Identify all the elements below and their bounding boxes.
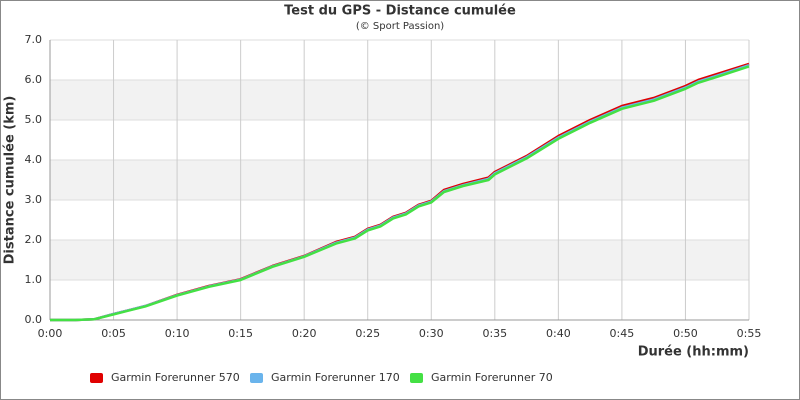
x-tick-label: 0:30 [419, 327, 444, 340]
x-tick-label: 0:05 [101, 327, 126, 340]
y-tick-label: 1.0 [25, 273, 43, 286]
legend-label: Garmin Forerunner 570 [111, 371, 240, 384]
y-axis-label: Distance cumulée (km) [3, 96, 18, 265]
x-tick-label: 0:35 [482, 327, 507, 340]
x-tick-label: 0:40 [546, 327, 571, 340]
x-tick-label: 0:15 [228, 327, 253, 340]
grid-band [50, 240, 749, 280]
x-tick-label: 0:55 [737, 327, 762, 340]
series-line [50, 65, 750, 322]
y-tick-label: 4.0 [25, 153, 43, 166]
legend-swatch [90, 373, 103, 383]
legend-swatch [410, 373, 423, 383]
x-tick-label: 0:10 [165, 327, 190, 340]
y-tick-label: 0.0 [25, 313, 43, 326]
chart-subtitle: (© Sport Passion) [356, 21, 444, 32]
y-tick-label: 6.0 [25, 73, 43, 86]
legend-label: Garmin Forerunner 170 [271, 371, 400, 384]
y-tick-label: 2.0 [25, 233, 43, 246]
x-tick-label: 0:45 [610, 327, 635, 340]
x-tick-label: 0:00 [38, 327, 63, 340]
x-tick-label: 0:20 [292, 327, 317, 340]
y-tick-label: 3.0 [25, 193, 43, 206]
x-axis-label: Durée (hh:mm) [638, 345, 749, 360]
y-tick-label: 7.0 [25, 33, 43, 46]
legend-swatch [250, 373, 263, 383]
grid-band [50, 80, 749, 120]
y-tick-label: 5.0 [25, 113, 43, 126]
x-tick-label: 0:50 [673, 327, 698, 340]
legend-label: Garmin Forerunner 70 [431, 371, 553, 384]
grid-band [50, 160, 749, 200]
x-tick-label: 0:25 [355, 327, 380, 340]
chart-title: Test du GPS - Distance cumulée [284, 4, 516, 19]
